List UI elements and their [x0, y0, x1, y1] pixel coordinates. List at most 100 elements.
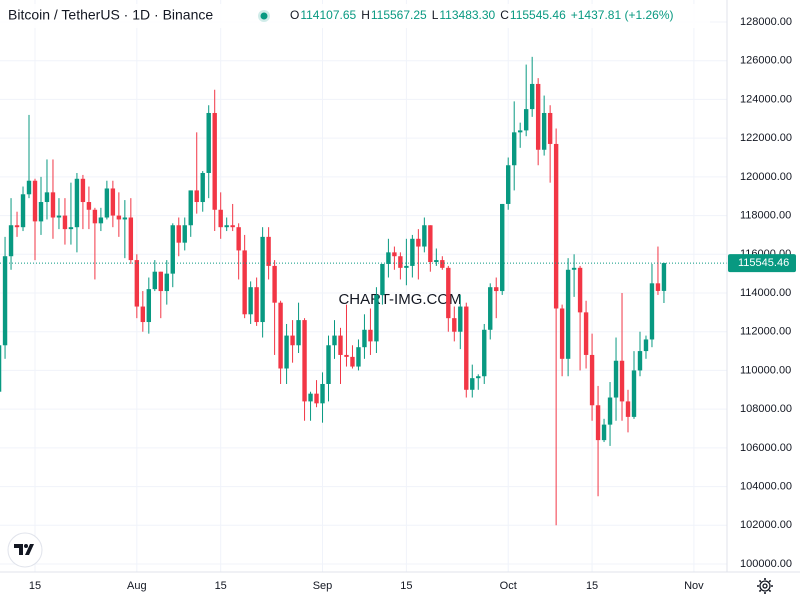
candle-body — [302, 320, 307, 402]
candle-body — [56, 215, 62, 218]
candle-body — [260, 236, 265, 323]
y-tick-label: 112000.00 — [740, 326, 791, 338]
logo-dot — [24, 544, 28, 548]
status-bg — [0, 4, 710, 28]
candle-body — [500, 203, 505, 292]
x-tick-label: Oct — [500, 580, 517, 592]
candle-body — [38, 202, 44, 222]
candle-body — [386, 252, 391, 264]
candle-body — [194, 190, 199, 203]
candle-body — [410, 238, 415, 266]
candle-body — [362, 329, 367, 348]
x-tick-label: 15 — [400, 580, 412, 592]
y-tick-label: 104000.00 — [740, 480, 792, 492]
candle-body — [470, 378, 475, 390]
candle-body — [134, 260, 140, 307]
candle-body — [374, 294, 379, 342]
candle-body — [577, 267, 583, 313]
candle-body — [506, 165, 511, 204]
candle-body — [368, 329, 373, 342]
x-tick-label: 15 — [215, 580, 227, 592]
candle-body — [523, 109, 529, 131]
candle-body — [230, 225, 235, 228]
candle-body — [416, 238, 421, 247]
candle-body — [146, 289, 152, 323]
candle-body — [350, 356, 355, 367]
candle-body — [320, 383, 325, 404]
candle-body — [44, 192, 50, 203]
gear-teeth[interactable] — [757, 578, 773, 594]
candle-body — [290, 335, 295, 346]
ohlc-value: 114107.65 — [300, 8, 356, 22]
candle-body — [32, 180, 38, 222]
candle-body — [74, 178, 80, 228]
candle-body — [116, 215, 122, 220]
candle-body — [224, 225, 229, 228]
x-tick-label: Sep — [313, 580, 333, 592]
y-tick-label: 108000.00 — [740, 403, 792, 415]
candle-body — [104, 188, 110, 218]
candle-body — [176, 225, 181, 243]
candle-body — [338, 335, 343, 355]
candle-body — [541, 112, 547, 150]
candle-body — [200, 172, 205, 203]
candle-body — [458, 306, 463, 332]
change-value: +1437.81 (+1.26%) — [571, 8, 674, 22]
ohlc-key: C — [500, 8, 509, 22]
candle-body — [637, 351, 643, 371]
candle-body — [404, 265, 409, 268]
candle-body — [266, 236, 271, 266]
candle-body — [248, 287, 253, 315]
candle-body — [559, 308, 565, 359]
x-tick-label: Nov — [684, 580, 704, 592]
candle-body — [68, 227, 74, 230]
candle-body — [589, 354, 595, 406]
candle-body — [272, 265, 277, 303]
axes: 100000.00 102000.00 104000.00 106000.00 1080… — [29, 16, 796, 592]
candle-body — [464, 306, 469, 390]
candle-body — [188, 190, 193, 226]
gear-ring[interactable] — [759, 580, 771, 592]
candle-body — [517, 130, 523, 133]
ohlc-value: 115545.46 — [510, 8, 566, 22]
candle-body — [92, 209, 98, 224]
y-tick-label: 106000.00 — [740, 442, 792, 454]
candle-body — [110, 188, 116, 216]
candle-body — [547, 112, 553, 144]
candle-body — [206, 112, 211, 173]
candle-body — [476, 376, 481, 379]
y-tick-label: 110000.00 — [740, 364, 791, 376]
candle-body — [2, 256, 8, 346]
candle-body — [332, 335, 337, 346]
candle-body — [452, 318, 457, 332]
candle-body — [655, 283, 661, 291]
candle-body — [488, 287, 493, 330]
y-tick-label: 114000.00 — [740, 287, 791, 299]
x-tick-label: Aug — [127, 580, 147, 592]
last-price-box — [728, 254, 796, 273]
ohlc-key: L — [432, 8, 439, 22]
x-tick-label: 15 — [29, 580, 41, 592]
candle-body — [482, 329, 487, 377]
candle-body — [613, 360, 619, 398]
candle-body — [565, 269, 571, 359]
watermark: CHART-IMG.COM — [338, 291, 461, 308]
candle-body — [494, 287, 499, 292]
candle-body — [26, 180, 32, 195]
y-tick-label: 102000.00 — [740, 519, 792, 531]
candle-body — [158, 271, 163, 292]
candle-body — [643, 339, 649, 352]
candle-body — [152, 271, 157, 290]
x-tick-label: 15 — [586, 580, 598, 592]
candle-body — [434, 260, 439, 263]
candle-body — [595, 405, 601, 441]
settings-icon[interactable] — [757, 578, 773, 594]
ohlc-value: 115567.25 — [371, 8, 427, 22]
last-price-label: 115545.46 — [738, 257, 789, 269]
candle-body — [236, 227, 241, 251]
gear-hub[interactable] — [762, 583, 768, 589]
candle-body — [583, 312, 589, 355]
y-tick-label: 128000.00 — [740, 16, 792, 28]
candle-body — [182, 225, 187, 243]
